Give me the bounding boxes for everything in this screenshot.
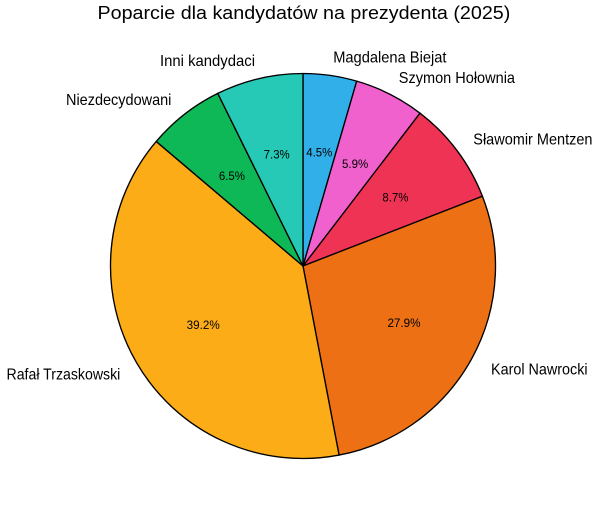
svg-text:8.7%: 8.7% — [382, 191, 408, 205]
svg-text:Rafał Trzaskowski: Rafał Trzaskowski — [7, 366, 121, 383]
svg-text:Karol Nawrocki: Karol Nawrocki — [491, 361, 588, 378]
svg-text:Niezdecydowani: Niezdecydowani — [66, 92, 171, 109]
svg-text:Sławomir Mentzen: Sławomir Mentzen — [473, 131, 592, 148]
svg-text:Poparcie dla kandydatów na pre: Poparcie dla kandydatów na prezydenta (2… — [98, 3, 511, 23]
svg-text:5.9%: 5.9% — [342, 157, 368, 171]
svg-text:39.2%: 39.2% — [187, 318, 220, 332]
svg-text:Inni kandydaci: Inni kandydaci — [160, 53, 255, 70]
svg-text:Szymon Hołownia: Szymon Hołownia — [399, 70, 515, 87]
svg-text:Magdalena Biejat: Magdalena Biejat — [333, 49, 447, 66]
svg-text:27.9%: 27.9% — [387, 316, 420, 330]
svg-text:6.5%: 6.5% — [219, 169, 245, 183]
svg-text:7.3%: 7.3% — [264, 148, 290, 162]
svg-text:4.5%: 4.5% — [306, 146, 332, 160]
